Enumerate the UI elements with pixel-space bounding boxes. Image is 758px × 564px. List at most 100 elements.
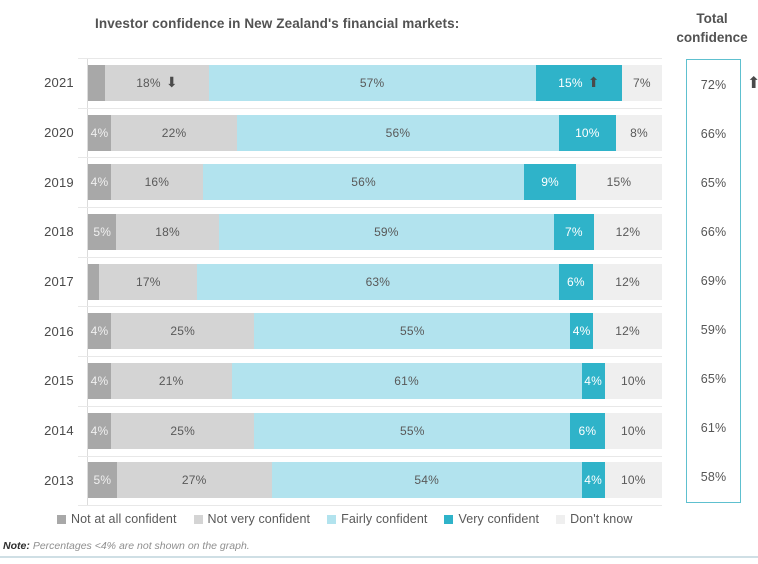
bar-segment-dont_know: 7% [621, 64, 662, 101]
segment-value-label: 16% [144, 175, 170, 190]
legend-item-not_at_all: Not at all confident [57, 512, 177, 526]
bar-segment-not_very: 27% [116, 462, 272, 499]
chart-title: Investor confidence in New Zealand's fin… [95, 16, 460, 31]
segment-value-label: 25% [170, 423, 196, 438]
total-confidence-header: Total confidence [664, 10, 758, 48]
legend-swatch-icon [444, 514, 454, 524]
stacked-bar-2020: 4% 22% 56% 10% 8% [88, 114, 662, 151]
bar-segment-dont_know: 10% [604, 412, 662, 449]
bar-segment-fairly: 56% [202, 164, 525, 201]
legend-item-dont_know: Don't know [556, 512, 632, 526]
year-label: 2018 [44, 224, 74, 240]
total-value: 66% [700, 224, 727, 239]
stacked-bar-2018: 5% 18% 59% 7% 12% [88, 213, 663, 250]
chart-row-2021: 2021 18% ⬇ 57% 15% ⬆ 7% [30, 58, 662, 108]
total-value: 65% [700, 372, 727, 387]
chart-rows: 2021 18% ⬇ 57% 15% ⬆ 7% 2020 4% 22% 56% 10% 8% 2019 4%… [30, 58, 663, 507]
bar-segment-not_at_all: 4% [88, 114, 111, 151]
bar-segment-not_very: 16% [110, 164, 203, 201]
bar-segment-dont_know: 10% [604, 462, 662, 499]
year-label: 2013 [44, 472, 74, 488]
total-cell-2017: 69% [687, 256, 740, 305]
segment-value-label: 21% [158, 373, 184, 388]
segment-value-label: 54% [414, 473, 439, 488]
year-label: 2020 [44, 125, 74, 141]
bar-segment-very: 7% [554, 213, 594, 250]
stacked-bar-2019: 4% 16% 56% 9% 15% [88, 164, 662, 201]
bar-segment-not_at_all: 5% [88, 462, 117, 499]
total-cell-2018: 66% [687, 207, 740, 256]
segment-value-label: 25% [170, 324, 196, 339]
page-footer-divider [0, 556, 758, 558]
total-cell-2019: 65% [687, 158, 740, 207]
segment-value-label: 63% [365, 274, 391, 289]
segment-value-label: 12% [615, 224, 641, 239]
bar-segment-not_at_all [88, 263, 100, 300]
segment-value-label: 18% [155, 224, 180, 239]
bar-segment-not_at_all: 5% [88, 213, 117, 250]
segment-value-label: 4% [572, 324, 591, 339]
segment-value-label: 4% [90, 324, 109, 339]
stacked-bar-2014: 4% 25% 55% 6% 10% [88, 412, 662, 449]
segment-value-label: 10% [620, 373, 646, 388]
legend-label: Not at all confident [71, 512, 177, 526]
footnote: Note: Percentages <4% are not shown on th… [3, 540, 250, 552]
bar-segment-fairly: 61% [231, 362, 582, 399]
total-value: 59% [700, 323, 727, 338]
bar-segment-fairly: 59% [218, 213, 555, 250]
bar-segment-fairly: 63% [197, 263, 559, 300]
total-value: 69% [700, 273, 727, 288]
bar-segment-very: 15% ⬆ [535, 64, 622, 101]
total-header-line1: Total [696, 11, 728, 26]
stacked-bar-2013: 5% 27% 54% 4% 10% [88, 462, 662, 499]
total-cell-2020: 66% [687, 109, 740, 158]
stacked-bar-2016: 4% 25% 55% 4% 12% [88, 313, 662, 350]
segment-value-label: 18% [136, 75, 161, 90]
bar-segment-fairly: 54% [271, 462, 582, 499]
year-label: 2016 [44, 323, 74, 339]
chart-legend: Not at all confident Not very confident Fa… [57, 512, 633, 526]
bar-segment-dont_know: 15% [575, 164, 662, 201]
bar-segment-not_at_all [88, 64, 106, 101]
bar-segment-not_very: 25% [110, 313, 255, 350]
segment-value-label: 6% [578, 423, 597, 438]
total-cell-2015: 65% [687, 355, 740, 404]
segment-value-label: 55% [399, 324, 425, 339]
segment-value-label: 59% [374, 224, 399, 239]
bar-segment-very: 6% [558, 263, 594, 300]
bar-segment-not_at_all: 4% [88, 164, 111, 201]
bar-segment-very: 6% [570, 412, 605, 449]
year-label: 2021 [44, 75, 74, 91]
stacked-bar-2015: 4% 21% 61% 4% 10% [88, 362, 662, 399]
arrow-down-icon: ⬇ [165, 74, 178, 91]
legend-item-fairly: Fairly confident [327, 512, 427, 526]
segment-value-label: 4% [90, 175, 109, 190]
total-value: 61% [700, 421, 727, 436]
total-value: 65% [700, 175, 727, 190]
segment-value-label: 4% [90, 423, 109, 438]
total-value: 72% [700, 77, 727, 92]
bar-segment-fairly: 55% [254, 412, 571, 449]
segment-value-label: 61% [394, 373, 419, 388]
segment-value-label: 57% [359, 75, 385, 90]
segment-value-label: 56% [351, 175, 376, 190]
bar-segment-fairly: 55% [254, 313, 571, 350]
total-header-line2: confidence [676, 29, 748, 45]
segment-value-label: 12% [615, 324, 640, 339]
segment-value-label: 5% [93, 473, 112, 488]
legend-label: Very confident [458, 512, 540, 526]
bar-segment-not_very: 18% [116, 213, 219, 250]
segment-value-label: 15% [606, 175, 632, 190]
year-label: 2019 [44, 174, 74, 190]
legend-label: Fairly confident [341, 512, 428, 526]
chart-row-2013: 2013 5% 27% 54% 4% 10% [30, 455, 662, 506]
segment-value-label: 22% [161, 125, 187, 140]
chart-row-2016: 2016 4% 25% 55% 4% 12% [30, 306, 662, 356]
legend-label: Not very confident [207, 512, 311, 526]
footnote-label: Note: [3, 540, 30, 552]
segment-value-label: 4% [90, 373, 109, 388]
bar-segment-dont_know: 12% [593, 263, 662, 300]
segment-value-label: 5% [93, 224, 112, 239]
chart-row-2015: 2015 4% 21% 61% 4% 10% [30, 356, 662, 406]
